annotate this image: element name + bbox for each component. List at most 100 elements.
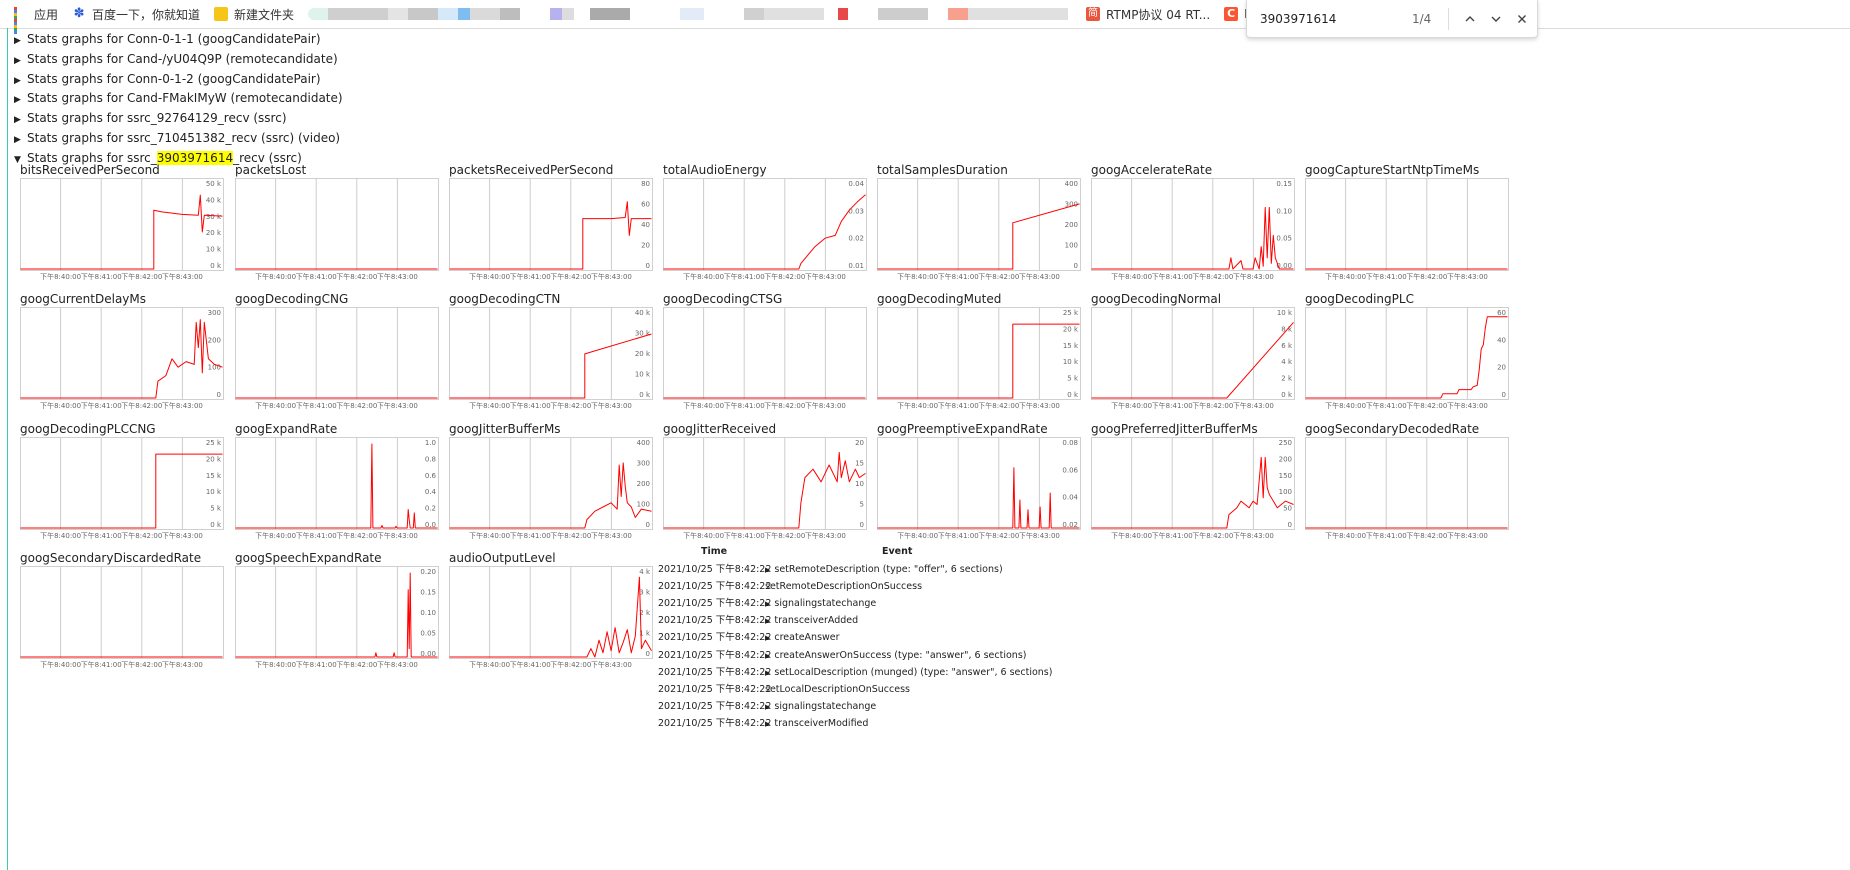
svg-text:下午8:40:00: 下午8:40:00 <box>1111 272 1152 281</box>
event-log-row[interactable]: 2021/10/25 下午8:42:22▶ signalingstatechang… <box>658 595 876 612</box>
event-log-row[interactable]: 2021/10/25 下午8:42:22▶ setRemoteDescriptio… <box>658 561 1003 578</box>
disclosure-closed-icon: ▶ <box>14 135 21 145</box>
section-label: Stats graphs for Cand-FMakIMyW (remoteca… <box>27 91 343 106</box>
svg-text:25 k: 25 k <box>206 439 222 447</box>
svg-text:下午8:41:00: 下午8:41:00 <box>81 401 122 410</box>
graph-title: googSecondaryDiscardedRate <box>20 551 202 565</box>
svg-text:0.00: 0.00 <box>1276 262 1292 270</box>
event-log-header-event: Event <box>882 546 913 557</box>
section-label: _recv (ssrc) <box>233 150 302 165</box>
bookmark-apps[interactable]: 应用 <box>14 6 58 34</box>
stats-section-summary[interactable]: ▶ Stats graphs for Cand-FMakIMyW (remotec… <box>14 90 343 106</box>
disclosure-open-icon: ▼ <box>14 154 21 165</box>
svg-text:下午8:42:00: 下午8:42:00 <box>336 660 377 669</box>
line-chart: 0.15 0.10 0.05 0.00 下午8:40:00 下午8:41:00 下午8:42… <box>1091 178 1295 281</box>
svg-text:0.10: 0.10 <box>1276 207 1292 215</box>
svg-text:下午8:41:00: 下午8:41:00 <box>296 660 337 669</box>
stats-graph-googExpandRate: googExpandRate 1.0 0.8 0.6 0.4 0.2 0.0 下午8:40:0… <box>235 422 441 542</box>
line-chart: 80 60 40 20 0 下午8:40:00 下午8:41:00 下午8:42:00 下午8:… <box>449 178 653 281</box>
event-log-row[interactable]: 2021/10/25 下午8:42:22▶ transceiverAdded <box>658 612 858 629</box>
bookmark-rtmp-jianshu[interactable]: 简 RTMP协议 04 RT... <box>1086 6 1210 23</box>
event-name: ▶ signalingstatechange <box>765 598 876 609</box>
event-label: transceiverModified <box>774 717 869 729</box>
svg-text:下午8:40:00: 下午8:40:00 <box>1325 401 1366 410</box>
find-prev-button[interactable] <box>1459 8 1481 30</box>
stats-section-summary[interactable]: ▶ Stats graphs for ssrc_710451382_recv (s… <box>14 130 340 146</box>
disclosure-closed-icon[interactable]: ▶ <box>765 651 771 660</box>
svg-text:下午8:42:00: 下午8:42:00 <box>121 272 162 281</box>
stats-section-summary[interactable]: ▼ Stats graphs for ssrc_3903971614_recv (… <box>14 150 302 166</box>
svg-text:0: 0 <box>1074 262 1078 270</box>
bookmark-label: 百度一下，你就知道 <box>92 7 201 22</box>
event-time: 2021/10/25 下午8:42:22 <box>658 666 772 678</box>
event-log-row[interactable]: 2021/10/25 下午8:42:22▶ createAnswer <box>658 629 840 646</box>
svg-text:下午8:43:00: 下午8:43:00 <box>162 401 203 410</box>
event-label: createAnswer <box>774 632 840 644</box>
disclosure-closed-icon[interactable]: ▶ <box>765 702 771 711</box>
line-chart: 400 300 200 100 0 下午8:40:00 下午8:41:00 下午8:42:00… <box>877 178 1081 281</box>
graph-title: googDecodingPLCCNG <box>20 422 156 436</box>
bookmark-baidu[interactable]: ✽ 百度一下，你就知道 <box>72 6 200 23</box>
stats-section-summary[interactable]: ▶ Stats graphs for Conn-0-1-2 (googCandid… <box>14 71 321 87</box>
svg-text:下午8:43:00: 下午8:43:00 <box>1447 401 1488 410</box>
disclosure-closed-icon[interactable]: ▶ <box>765 668 771 677</box>
event-name: ▶ signalingstatechange <box>765 701 876 712</box>
find-input[interactable]: 3903971614 <box>1260 11 1337 26</box>
stats-section-summary[interactable]: ▶ Stats graphs for Cand-/yU04Q9P (remotec… <box>14 51 338 67</box>
svg-text:下午8:40:00: 下午8:40:00 <box>1111 401 1152 410</box>
svg-text:100: 100 <box>1065 242 1078 250</box>
blurred-bookmarks <box>308 8 1069 20</box>
svg-text:下午8:41:00: 下午8:41:00 <box>81 272 122 281</box>
svg-text:0: 0 <box>1288 521 1292 529</box>
svg-text:0.02: 0.02 <box>848 235 864 243</box>
event-log-row[interactable]: 2021/10/25 下午8:42:22▶ createAnswerOnSucce… <box>658 647 1026 664</box>
stats-graph-bitsReceivedPerSecond: bitsReceivedPerSecond 50 k 40 k 30 k 20 k 10 … <box>20 163 226 283</box>
svg-text:300: 300 <box>1065 201 1078 209</box>
graph-title: audioOutputLevel <box>449 551 556 565</box>
event-time: 2021/10/25 下午8:42:22 <box>658 615 772 627</box>
jianshu-icon: 简 <box>1086 7 1101 21</box>
stats-graph-googDecodingMuted: googDecodingMuted 25 k 20 k 15 k 10 k 5 k 0 k 下… <box>877 292 1083 412</box>
disclosure-closed-icon[interactable]: ▶ <box>765 566 771 574</box>
svg-text:下午8:40:00: 下午8:40:00 <box>40 531 81 540</box>
stats-graph-totalSamplesDuration: totalSamplesDuration 400 300 200 100 0 下午8:40:… <box>877 163 1083 283</box>
svg-text:0.4: 0.4 <box>425 488 437 496</box>
find-next-button[interactable] <box>1485 8 1507 30</box>
svg-text:下午8:42:00: 下午8:42:00 <box>1406 401 1447 410</box>
event-name: ▶ transceiverModified <box>765 718 868 729</box>
line-chart: 250 200 150 100 50 0 下午8:40:00 下午8:41:00 下午8:42:… <box>1091 437 1295 540</box>
event-log-row[interactable]: 2021/10/25 下午8:42:22▶ setLocalDescription… <box>658 664 1052 681</box>
svg-text:400: 400 <box>1065 180 1078 188</box>
svg-text:0 k: 0 k <box>210 262 222 270</box>
svg-text:下午8:40:00: 下午8:40:00 <box>897 531 938 540</box>
stats-section-summary[interactable]: ▶ Stats graphs for Conn-0-1-1 (googCandid… <box>14 31 321 47</box>
svg-text:0.05: 0.05 <box>420 630 436 638</box>
disclosure-closed-icon[interactable]: ▶ <box>765 617 771 626</box>
svg-text:20: 20 <box>641 242 650 250</box>
line-chart: 25 k 20 k 15 k 10 k 5 k 0 k 下午8:40:00 下午8:41:00… <box>20 437 224 540</box>
stats-graph-googCurrentDelayMs: googCurrentDelayMs 300 200 100 0 下午8:40:00 下午8… <box>20 292 226 412</box>
svg-text:下午8:41:00: 下午8:41:00 <box>296 401 337 410</box>
svg-text:15 k: 15 k <box>206 472 222 480</box>
bookmark-new-folder[interactable]: 新建文件夹 <box>214 6 294 23</box>
line-chart: 下午8:40:00 下午8:41:00 下午8:42:00 下午8:43:00 <box>1305 437 1509 540</box>
find-close-button[interactable] <box>1511 8 1533 30</box>
svg-text:0.20: 0.20 <box>420 568 436 576</box>
svg-text:下午8:43:00: 下午8:43:00 <box>1233 272 1274 281</box>
chevron-up-icon <box>1465 15 1475 21</box>
svg-text:300: 300 <box>637 460 650 468</box>
svg-text:下午8:43:00: 下午8:43:00 <box>1019 531 1060 540</box>
disclosure-closed-icon[interactable]: ▶ <box>765 634 771 643</box>
event-log-row[interactable]: 2021/10/25 下午8:42:22▶ signalingstatechang… <box>658 698 876 715</box>
graph-title: googDecodingCTN <box>449 292 561 306</box>
event-log-row[interactable]: 2021/10/25 下午8:42:22▶ transceiverModified <box>658 715 868 732</box>
disclosure-closed-icon: ▶ <box>14 36 21 46</box>
svg-text:下午8:43:00: 下午8:43:00 <box>591 660 632 669</box>
svg-text:0 k: 0 k <box>639 391 651 399</box>
svg-text:100: 100 <box>1279 488 1292 496</box>
stats-section-summary[interactable]: ▶ Stats graphs for ssrc_92764129_recv (ss… <box>14 110 287 126</box>
event-label: setLocalDescription (munged) (type: "ans… <box>774 666 1053 678</box>
disclosure-closed-icon[interactable]: ▶ <box>765 719 771 728</box>
disclosure-closed-icon[interactable]: ▶ <box>765 600 771 609</box>
